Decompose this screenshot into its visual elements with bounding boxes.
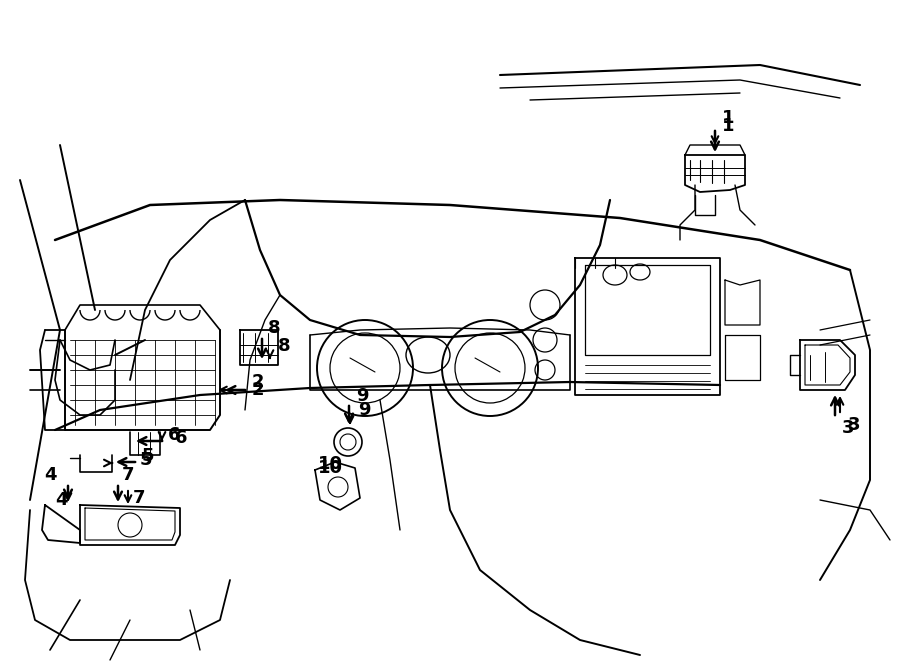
Text: 6: 6 — [168, 426, 181, 444]
Text: 8: 8 — [268, 319, 281, 337]
Text: 4: 4 — [55, 491, 68, 509]
Text: 10: 10 — [318, 455, 343, 473]
Text: 8: 8 — [278, 337, 291, 355]
Text: 3: 3 — [848, 416, 860, 434]
Text: 10: 10 — [318, 459, 343, 477]
Text: 9: 9 — [356, 387, 368, 405]
Text: 7: 7 — [133, 489, 146, 507]
Text: 1: 1 — [722, 109, 734, 127]
Text: 1: 1 — [722, 117, 734, 135]
Text: 6: 6 — [175, 429, 187, 447]
Text: 5: 5 — [142, 447, 155, 465]
Text: 7: 7 — [122, 466, 134, 484]
Text: 3: 3 — [842, 419, 854, 437]
Text: 4: 4 — [44, 466, 56, 484]
Text: 5: 5 — [140, 451, 152, 469]
Text: 2: 2 — [252, 381, 265, 399]
Text: 2: 2 — [252, 373, 265, 391]
Text: 9: 9 — [358, 401, 371, 419]
